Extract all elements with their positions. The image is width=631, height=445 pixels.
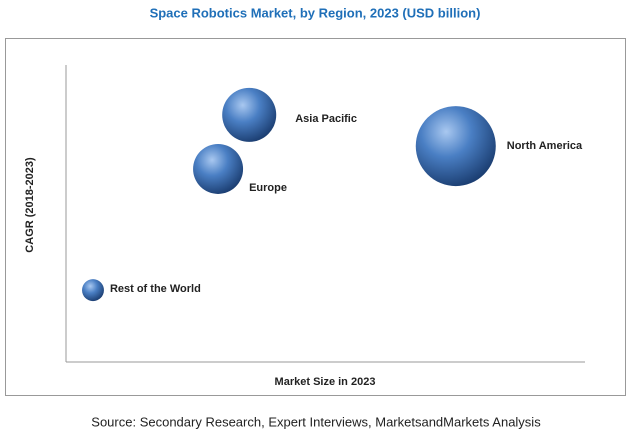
bubble (222, 87, 277, 142)
y-axis-label: CAGR (2018-2023) (24, 157, 36, 253)
chart-frame (5, 38, 626, 396)
chart-title: Space Robotics Market, by Region, 2023 (… (150, 5, 481, 20)
bubble-label: Rest of the World (110, 283, 201, 295)
bubble-label: Asia Pacific (295, 113, 357, 125)
bubble-label: North America (507, 140, 583, 152)
bubble (82, 279, 104, 302)
x-axis-label: Market Size in 2023 (275, 376, 376, 388)
source-note: Source: Secondary Research, Expert Inter… (91, 414, 541, 429)
bubble (415, 106, 496, 187)
bubble (193, 143, 244, 194)
bubble-label: Europe (249, 182, 287, 194)
